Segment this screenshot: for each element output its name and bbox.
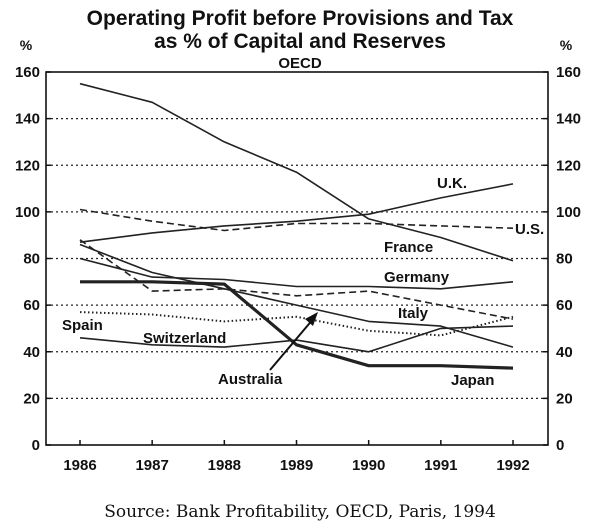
chart-subtitle: OECD (278, 55, 322, 72)
series-line-spain (79, 243, 514, 348)
series-label-us: U.S. (515, 221, 544, 238)
source-note: Source: Bank Profitability, OECD, Paris,… (104, 502, 496, 522)
series-line-france (79, 82, 514, 262)
y-tick-left-160: 160 (15, 64, 40, 81)
series-line-italy (79, 239, 514, 320)
series-labels: U.K. U.S. France Germany Italy Spain Swi… (62, 175, 544, 389)
y-tick-left-20: 20 (23, 390, 40, 407)
y-tick-right-160: 160 (556, 64, 581, 81)
y-tick-left-100: 100 (15, 204, 40, 221)
x-tick-1986: 1986 (63, 457, 96, 474)
series-label-australia: Australia (218, 371, 283, 388)
y-tick-right-120: 120 (556, 157, 581, 174)
y-tick-right-60: 60 (556, 297, 573, 314)
series-label-france: France (384, 239, 433, 256)
y-unit-left: % (20, 37, 33, 53)
chart-title-line1: Operating Profit before Provisions and T… (87, 7, 514, 30)
gridlines (46, 118, 548, 399)
x-tick-1987: 1987 (135, 457, 168, 474)
y-tick-right-0: 0 (556, 437, 564, 454)
series-line-switzerland (79, 311, 514, 337)
plot-frame (45, 71, 549, 446)
series-line-germany (79, 257, 514, 290)
tick-labels: 0 0 20 20 40 40 60 60 80 80 100 100 120 120 140 140 160 1… (15, 64, 581, 474)
series-line-japan (80, 280, 514, 370)
y-tick-right-40: 40 (556, 344, 573, 361)
y-tick-left-60: 60 (23, 297, 40, 314)
series-line-u-k (79, 183, 514, 243)
y-tick-right-100: 100 (556, 204, 581, 221)
australia-pointer-arrowhead (305, 312, 318, 326)
y-tick-left-120: 120 (15, 157, 40, 174)
series-label-germany: Germany (384, 269, 450, 286)
y-tick-right-20: 20 (556, 390, 573, 407)
series-lines (79, 82, 514, 370)
y-tick-left-80: 80 (23, 251, 40, 268)
series-label-japan: Japan (451, 372, 494, 389)
y-tick-right-140: 140 (556, 111, 581, 128)
y-tick-left-140: 140 (15, 111, 40, 128)
x-tick-1988: 1988 (208, 457, 241, 474)
x-tick-1990: 1990 (352, 457, 385, 474)
x-tick-1989: 1989 (280, 457, 313, 474)
y-tick-left-40: 40 (23, 344, 40, 361)
series-label-uk: U.K. (437, 175, 467, 192)
australia-pointer-line (269, 317, 315, 371)
y-unit-right: % (560, 37, 573, 53)
y-tick-right-80: 80 (556, 251, 573, 268)
x-tick-1992: 1992 (496, 457, 529, 474)
series-label-switzerland: Switzerland (143, 330, 226, 347)
x-tick-1991: 1991 (424, 457, 457, 474)
y-tick-left-0: 0 (32, 437, 40, 454)
chart-title-line2: as % of Capital and Reserves (154, 30, 446, 53)
series-label-spain: Spain (62, 317, 103, 334)
series-line-u-s (79, 208, 514, 232)
series-label-italy: Italy (398, 305, 429, 322)
